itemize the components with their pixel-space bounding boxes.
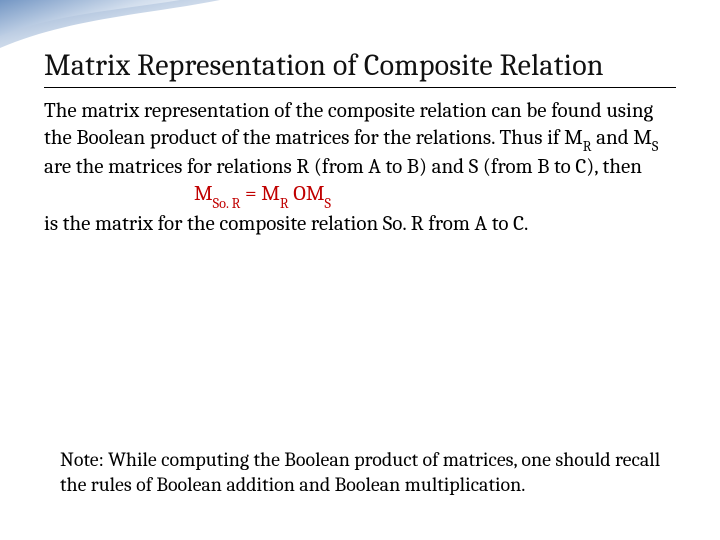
- body-part-2: is the matrix for the composite relation…: [44, 212, 528, 236]
- slide-body: The matrix representation of the composi…: [44, 98, 676, 238]
- formula-sub-2: R: [280, 195, 289, 212]
- slide-title: Matrix Representation of Composite Relat…: [44, 48, 676, 88]
- formula-part-a: M: [194, 182, 213, 206]
- formula: MSo. R = MR OMS: [194, 182, 331, 206]
- subscript-s-1: S: [652, 138, 658, 155]
- body-part-1c: are the matrices for relations R (from A…: [44, 155, 642, 179]
- slide-note: Note: While computing the Boolean produc…: [60, 447, 666, 498]
- formula-sub-1: So. R: [213, 195, 241, 212]
- formula-sub-3: S: [325, 195, 331, 212]
- formula-part-b: = M: [240, 182, 280, 206]
- subscript-r-1: R: [583, 138, 592, 155]
- slide-container: Matrix Representation of Composite Relat…: [0, 0, 720, 540]
- formula-part-c: OM: [289, 182, 325, 206]
- body-part-1b: and M: [592, 126, 652, 150]
- body-part-1a: The matrix representation of the composi…: [44, 99, 653, 150]
